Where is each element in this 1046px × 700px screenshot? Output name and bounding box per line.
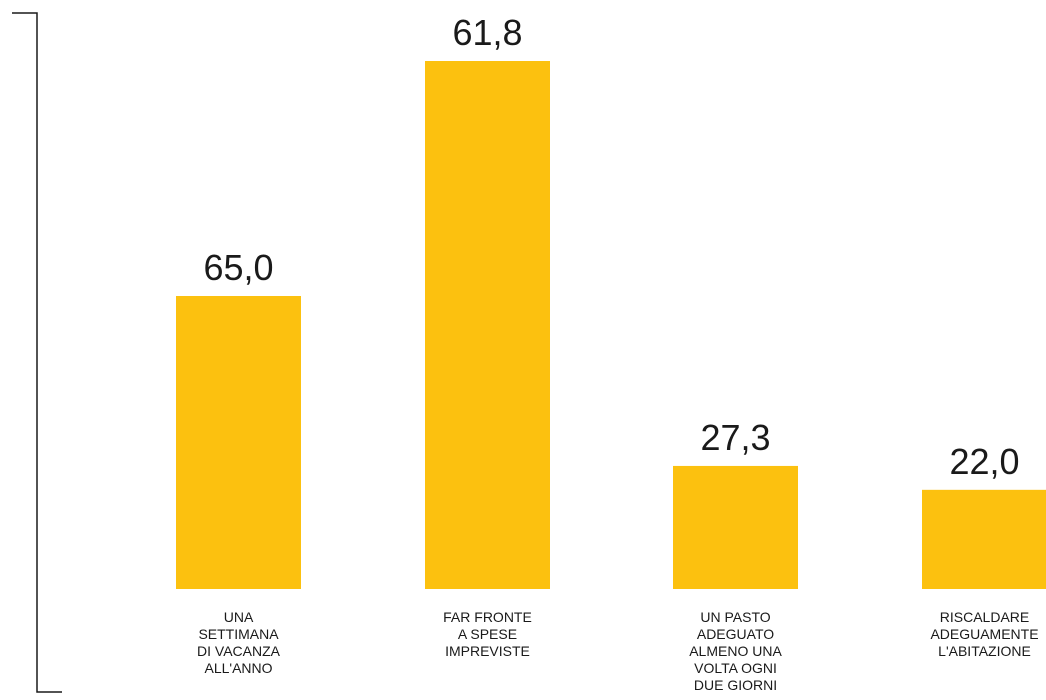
category-label-line: RISCALDARE: [940, 609, 1029, 625]
category-label-line: ADEGUAMENTE: [930, 626, 1038, 642]
bar-1: [176, 296, 301, 589]
chart-axis-bracket: [12, 12, 62, 693]
category-label-1: UNA SETTIMANA DI VACANZA ALL'ANNO: [197, 609, 281, 676]
category-label-line: IMPREVISTE: [445, 643, 530, 659]
value-labels-group: 65,0 61,8 27,3 22,0: [203, 12, 1019, 482]
category-label-line: UN PASTO: [700, 609, 770, 625]
value-label-4: 22,0: [949, 441, 1019, 482]
category-label-line: SETTIMANA: [198, 626, 279, 642]
category-label-2: FAR FRONTE A SPESE IMPREVISTE: [443, 609, 532, 659]
category-label-line: DI VACANZA: [197, 643, 281, 659]
category-label-3: UN PASTO ADEGUATO ALMENO UNA VOLTA OGNI DUE …: [689, 609, 782, 693]
value-label-1: 65,0: [203, 247, 273, 288]
bar-4: [922, 489, 1046, 589]
category-label-line: ALMENO UNA: [689, 643, 782, 659]
category-label-line: ADEGUATO: [697, 626, 774, 642]
bars-group: [176, 61, 1046, 589]
bar-2: [425, 61, 550, 589]
value-label-3: 27,3: [700, 417, 770, 458]
category-label-line: DUE GIORNI: [694, 677, 777, 693]
category-label-line: UNA: [224, 609, 254, 625]
value-label-2: 61,8: [452, 12, 522, 53]
category-labels-group: UNA SETTIMANA DI VACANZA ALL'ANNO FAR FRONTE…: [197, 609, 1039, 693]
bar-3: [673, 465, 798, 589]
category-label-4: RISCALDARE ADEGUAMENTE L'ABITAZIONE: [930, 609, 1038, 659]
category-label-line: FAR FRONTE: [443, 609, 532, 625]
category-label-line: A SPESE: [458, 626, 517, 642]
category-label-line: VOLTA OGNI: [694, 660, 777, 676]
category-label-line: L'ABITAZIONE: [938, 643, 1031, 659]
category-label-line: ALL'ANNO: [204, 660, 272, 676]
